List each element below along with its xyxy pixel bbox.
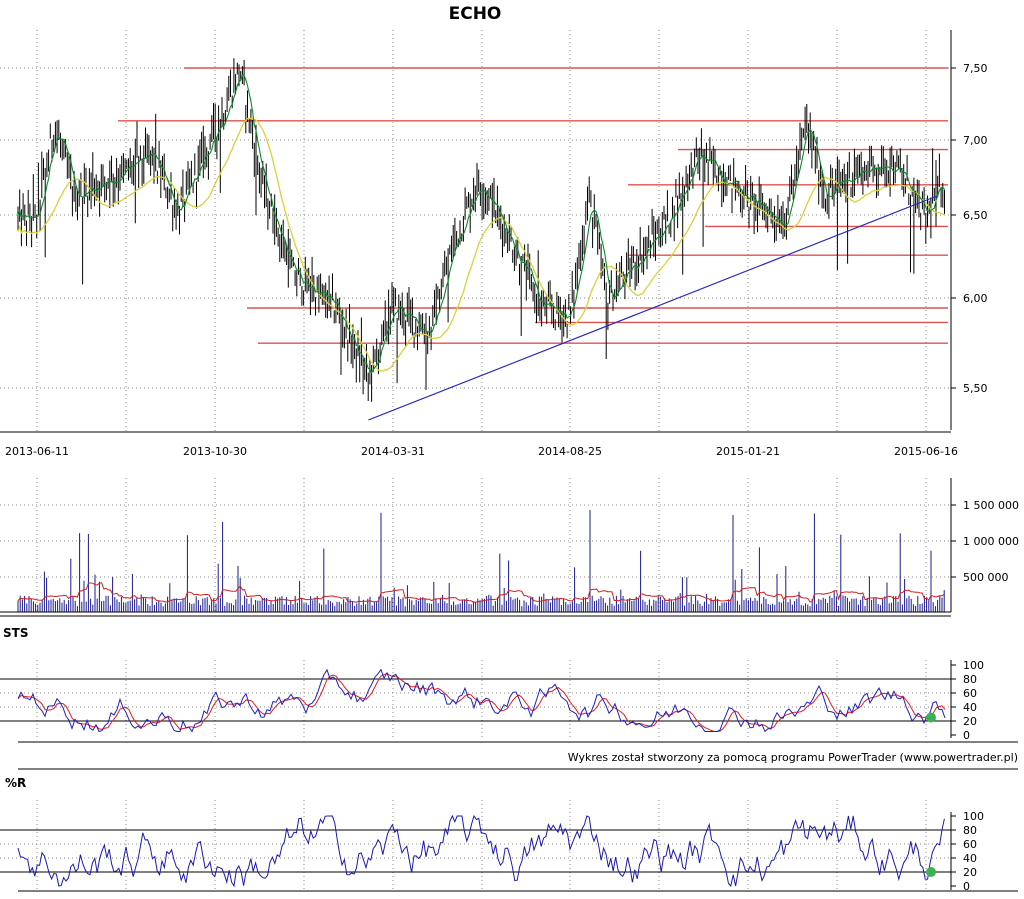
y-tick-label: 500 000 (963, 571, 1009, 584)
sts-y-axis-labels: 100 80 60 40 20 0 (963, 659, 984, 742)
oscillators (17, 668, 946, 888)
price-x-axis-labels: 2013-06-11 2013-10-30 2014-03-31 2014-08… (5, 445, 958, 458)
williams-r-line (17, 814, 945, 888)
y-tick-label: 40 (963, 852, 977, 865)
y-tick-label: 0 (963, 729, 970, 742)
williams-y-axis-labels: 100 80 60 40 20 0 (963, 810, 984, 893)
y-tick-label: 0 (963, 880, 970, 893)
y-tick-label: 20 (963, 866, 977, 879)
y-tick-label: 80 (963, 673, 977, 686)
x-tick-label: 2014-08-25 (538, 445, 602, 458)
y-tick-label: 80 (963, 824, 977, 837)
sts-k-line (17, 668, 946, 733)
y-tick-label: 100 (963, 659, 984, 672)
y-tick-label: 5,50 (963, 382, 988, 395)
y-tick-label: 40 (963, 701, 977, 714)
y-tick-label: 100 (963, 810, 984, 823)
sts-title: STS (3, 626, 28, 640)
y-tick-label: 20 (963, 715, 977, 728)
trendline (368, 195, 938, 421)
price-candles (17, 58, 945, 402)
y-tick-label: 7,00 (963, 134, 988, 147)
williams-title: %R (5, 776, 26, 790)
y-tick-label: 60 (963, 687, 977, 700)
x-tick-label: 2015-06-16 (894, 445, 958, 458)
trendline-group (368, 195, 938, 421)
volume-moving-average-line (17, 582, 945, 603)
x-tick-label: 2015-01-21 (716, 445, 780, 458)
y-tick-label: 6,00 (963, 292, 988, 305)
x-tick-label: 2014-03-31 (361, 445, 425, 458)
credit-text: Wykres został stworzony za pomocą progra… (568, 751, 1018, 764)
y-tick-label: 7,50 (963, 62, 988, 75)
axes (0, 30, 1018, 892)
williams-signal-marker (926, 867, 936, 877)
y-tick-label: 6,50 (963, 209, 988, 222)
price-y-axis-labels: 7,50 7,00 6,50 6,00 5,50 (963, 62, 988, 395)
sts-signal-marker (926, 712, 936, 723)
y-tick-label: 1 500 000 (963, 499, 1019, 512)
volume-bars (17, 510, 945, 612)
volume-y-axis-labels: 1 500 000 1 000 000 500 000 (963, 499, 1019, 584)
x-tick-label: 2013-10-30 (183, 445, 247, 458)
slow-moving-average-line (17, 117, 945, 372)
resistance-lines (118, 67, 948, 344)
moving-averages (17, 74, 945, 375)
chart-title: ECHO (449, 4, 502, 24)
y-tick-label: 1 000 000 (963, 535, 1019, 548)
y-tick-label: 60 (963, 838, 977, 851)
fast-moving-average-line (17, 74, 945, 375)
x-tick-label: 2013-06-11 (5, 445, 69, 458)
